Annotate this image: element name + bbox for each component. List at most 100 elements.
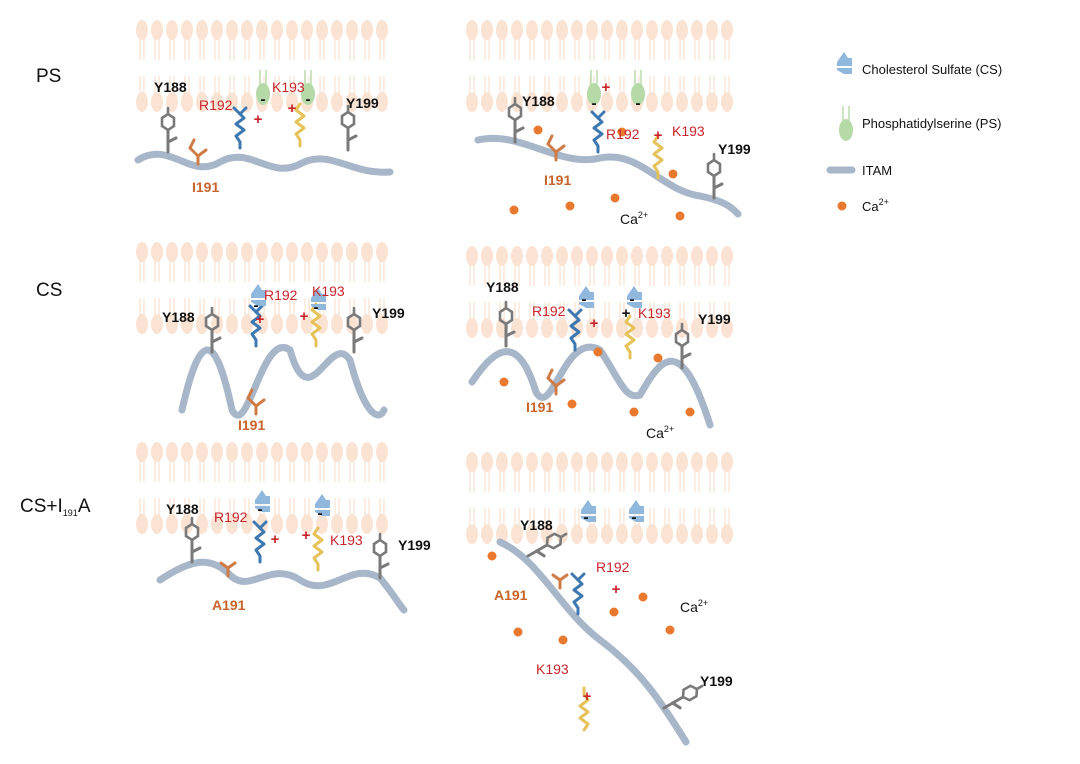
itam-cs-left: [178, 344, 388, 419]
calcium-label: Ca2+: [620, 210, 648, 227]
label-k193: K193: [330, 532, 363, 548]
lipid-head: [330, 441, 344, 483]
row-label-cs: CS: [36, 280, 62, 301]
lipid-head: [600, 19, 614, 61]
lipid-head: [690, 507, 704, 545]
lipid-head: [285, 497, 299, 535]
lipid-head: [285, 241, 299, 283]
lipid-head: [315, 75, 329, 113]
lipid-head: [285, 297, 299, 335]
lipid-head: [135, 241, 149, 283]
lipid-head: [600, 507, 614, 545]
tyrosine-y199: [706, 152, 724, 200]
lipid-head: [360, 441, 374, 483]
calcium-ion: [593, 347, 603, 357]
tyrosine-y188: [160, 106, 178, 154]
lipid-head: [690, 451, 704, 493]
lipid-head: [510, 451, 524, 493]
itam-csi-right: [496, 538, 690, 746]
lipid-head: [540, 19, 554, 61]
label-k193: K193: [638, 305, 671, 321]
lipid-head: [210, 441, 224, 483]
positive-charge: +: [300, 308, 309, 325]
lipid-head: [675, 19, 689, 61]
labels: +++++ + ++ ++++- - - -- - - -- - - -PSCSCS+I191AY188…: [20, 66, 751, 705]
lipid-head: [690, 245, 704, 287]
positive-charge: +: [271, 531, 280, 548]
membrane-csi-left: [135, 441, 389, 535]
lipid-head: [600, 245, 614, 287]
legend-cs-label: Cholesterol Sulfate (CS): [862, 62, 1002, 77]
label-i191: I191: [238, 417, 265, 433]
lipid-head: [345, 497, 359, 535]
negative-charge: -: [630, 291, 635, 308]
lipid-head: [480, 451, 494, 493]
legend-ca-label: Ca2+: [862, 197, 889, 214]
lipid-head: [600, 451, 614, 493]
label-y199: Y199: [346, 95, 379, 111]
lipid-head: [375, 441, 389, 483]
lipid-head: [240, 19, 254, 61]
lipid-head: [600, 301, 614, 339]
lipid-head: [180, 19, 194, 61]
lipid-head: [525, 245, 539, 287]
label-y199: Y199: [700, 673, 733, 689]
lipid-head: [195, 19, 209, 61]
negative-charge: -: [632, 509, 637, 526]
positive-charge: +: [612, 581, 621, 598]
lipid-head: [135, 441, 149, 483]
lipid-head: [645, 75, 659, 113]
lipid-head: [330, 19, 344, 61]
lipid-head: [345, 19, 359, 61]
calcium-ion: [653, 353, 663, 363]
lipid-head: [630, 245, 644, 287]
label-a191: A191: [494, 587, 528, 603]
lipid-head: [615, 245, 629, 287]
label-i191: I191: [526, 399, 553, 415]
lipid-head: [180, 241, 194, 283]
lipid-head: [150, 19, 164, 61]
negative-charge: -: [314, 299, 319, 316]
lipid-head: [315, 441, 329, 483]
calcium-ion: [617, 127, 627, 137]
lipid-head: [570, 245, 584, 287]
lipid-head: [720, 245, 734, 287]
lipid-head: [720, 19, 734, 61]
label-y199: Y199: [698, 311, 731, 327]
label-y188: Y188: [520, 517, 553, 533]
row-label-ps: PS: [36, 66, 61, 87]
itam-ps-right: [474, 134, 742, 218]
legend-itam-label: ITAM: [862, 163, 892, 178]
label-i191: I191: [192, 179, 219, 195]
lipid-head: [645, 451, 659, 493]
lipid-head: [330, 497, 344, 535]
lipid-head: [360, 241, 374, 283]
label-y188: Y188: [154, 79, 187, 95]
lipid-head: [150, 497, 164, 535]
lipid-head: [720, 75, 734, 113]
lipid-head: [465, 245, 479, 287]
calcium-ion: [610, 193, 620, 203]
lipid-head: [270, 441, 284, 483]
label-k193: K193: [272, 79, 305, 95]
lipid-head: [540, 451, 554, 493]
negative-charge: -: [258, 501, 263, 518]
lipid-head: [465, 301, 479, 339]
lipid-head: [690, 75, 704, 113]
itam-cs-right: [468, 343, 714, 429]
lipid-head: [330, 75, 344, 113]
positive-charge: +: [254, 111, 263, 128]
label-i191: I191: [544, 172, 571, 188]
lipid-head: [540, 245, 554, 287]
lipid-head: [630, 19, 644, 61]
positive-charge: +: [583, 688, 592, 705]
lysine-k193: [294, 102, 306, 148]
lipid-head: [525, 451, 539, 493]
lipid-head: [615, 75, 629, 113]
lipid-head: [555, 451, 569, 493]
lipid-head: [660, 507, 674, 545]
lipid-head: [570, 75, 584, 113]
negative-charge: -: [306, 91, 311, 108]
lipid-head: [180, 441, 194, 483]
